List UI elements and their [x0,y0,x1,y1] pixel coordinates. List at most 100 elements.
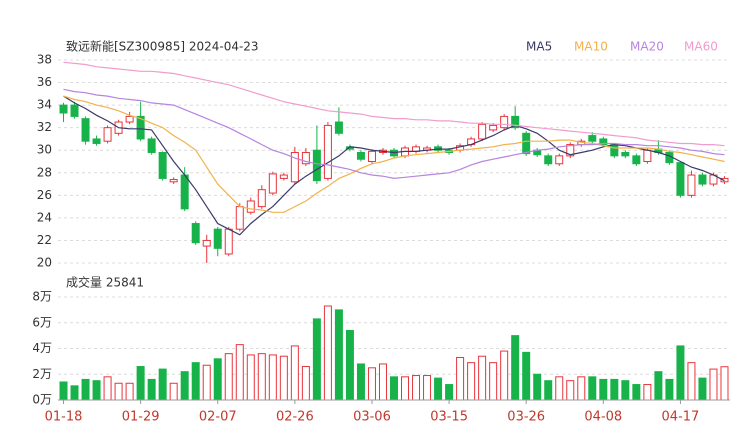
candle-body [632,155,641,165]
volume-bar [654,371,663,401]
candle-body [312,149,321,182]
y-tick-label: 26 [37,188,52,202]
candle-body [279,174,288,179]
x-tick-label: 04-17 [662,410,700,425]
candle-body [246,200,255,213]
volume-bar [478,355,487,401]
candle-body [323,124,332,179]
volume-bar [81,378,90,401]
volume-bar [423,375,432,401]
volume-bar [136,366,145,401]
volume-bar [279,355,288,401]
y-tick-label: 38 [37,53,52,67]
volume-bar [610,378,619,401]
volume-bar [191,362,200,401]
candle-body [599,138,608,146]
volume-bar [312,318,321,401]
x-tick-label: 03-15 [430,410,468,425]
x-tick-label: 03-06 [353,410,391,425]
volume-bar [268,354,277,401]
volume-bar [290,345,299,401]
volume-bar [235,344,244,401]
ma-line [63,95,725,213]
chart-title: 致远新能[SZ300985] 2024-04-23 [66,39,259,54]
volume-bar [114,382,123,401]
y-tick-label: 0万 [32,393,52,407]
volume-bar [599,378,608,401]
volume-bar [246,354,255,401]
candle-body [180,174,189,210]
y-tick-label: 8万 [32,290,52,304]
candle-body [698,174,707,185]
candle-body [588,135,597,142]
volume-bar [555,376,564,401]
y-tick-label: 22 [37,233,52,247]
y-tick-label: 32 [37,120,52,134]
volume-bar [709,368,718,401]
volume-bar [224,353,233,401]
candle-body [489,124,498,131]
candle-body [290,151,299,183]
candle-body [81,118,90,142]
volume-bar [500,350,509,401]
volume-bar [158,368,167,401]
ma-line [63,61,725,147]
candle-body [621,151,630,157]
candle-body [676,162,685,196]
candle-body [169,179,178,183]
volume-bar [489,362,498,401]
ma-line [63,88,725,180]
volume-bar [412,375,421,401]
y-tick-label: 4万 [32,341,52,355]
volume-bar [401,376,410,401]
y-tick-label: 34 [37,98,52,112]
volume-bar [378,363,387,401]
legend-label: MA10 [574,40,608,54]
candle-body [511,115,520,129]
candle-body [257,189,266,208]
volume-bar [533,373,542,401]
x-tick-label: 02-07 [199,410,237,425]
volume-bar [323,305,332,401]
volume-bar [180,371,189,401]
candle-body [334,121,343,134]
candle-body [213,228,222,249]
volume-bar [588,376,597,401]
volume-bar [434,377,443,401]
volume-bar [577,376,586,401]
candle-body [610,144,619,157]
candle-body [356,151,365,160]
volume-bar [632,384,641,401]
candle-body [125,115,134,123]
candle-body [158,151,167,179]
candle-body [687,174,696,196]
candle-body [555,155,564,165]
candle-body [478,123,487,140]
volume-bar [103,376,112,401]
volume-bar [202,364,211,401]
volume-bar [522,351,531,401]
volume-bar [356,363,365,401]
candle-body [268,173,277,194]
volume-bar [257,353,266,401]
candle-body [202,239,211,247]
y-tick-label: 30 [37,143,52,157]
candle-body [103,127,112,142]
candle-body [544,155,553,165]
volume-bar [147,378,156,401]
candle-body [522,132,531,155]
y-tick-label: 6万 [32,315,52,329]
volume-bar [566,380,575,401]
volume-bar [445,384,454,401]
volume-bar [665,378,674,401]
y-tick-label: 2万 [32,367,52,381]
legend-label: MA20 [630,40,664,54]
x-tick-label: 01-29 [122,410,160,425]
candle-body [92,138,101,144]
candle-body [191,223,200,244]
candle-body [147,138,156,153]
volume-bar [169,382,178,401]
volume-bar [125,382,134,401]
volume-bar [92,380,101,401]
